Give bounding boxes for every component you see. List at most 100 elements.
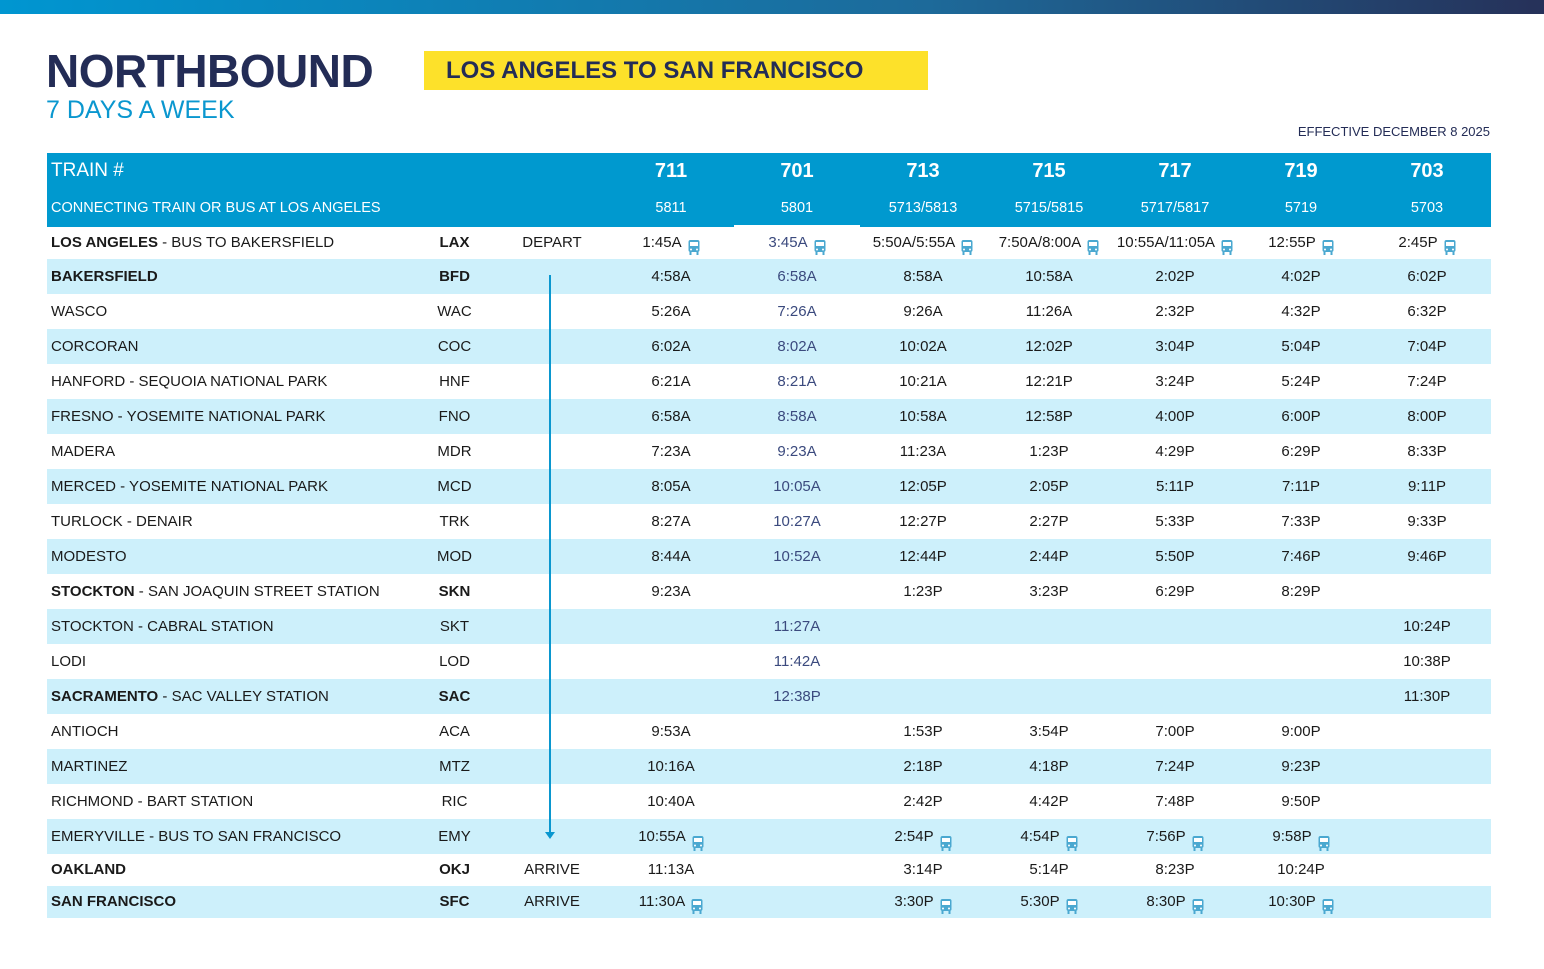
time-value: 5:11P xyxy=(1155,478,1195,495)
time-value: 7:48P xyxy=(1155,793,1195,810)
time-cell: 11:13A xyxy=(608,854,734,886)
time-cell: 6:21A xyxy=(608,364,734,399)
time-value: 10:58A xyxy=(899,408,947,425)
time-cell: 10:27A xyxy=(734,504,860,539)
time-cell: 5:30P xyxy=(986,886,1112,918)
station-name: WASCO xyxy=(51,294,107,329)
time-value: 12:44P xyxy=(899,548,947,565)
station-name-detail: STOCKTON - CABRAL STATION xyxy=(51,618,274,635)
time-cell: 6:02P xyxy=(1364,259,1490,294)
station-name-detail: WASCO xyxy=(51,303,108,320)
station-name: MADERA xyxy=(51,434,115,469)
depart-arrive-label: DEPART xyxy=(522,234,582,251)
time-value: 8:05A xyxy=(651,478,691,495)
time-value: 11:30P xyxy=(1403,688,1451,705)
time-cell: 4:29P xyxy=(1112,434,1238,469)
station-row: BAKERSFIELD BFD 4:58A 6:58A 8:58A 10:58A 2:02P… xyxy=(47,259,1491,294)
time-value: 8:23P xyxy=(1155,861,1195,878)
time-cell: 4:00P xyxy=(1112,399,1238,434)
time-cell: 4:02P xyxy=(1238,259,1364,294)
time-value: 7:04P xyxy=(1407,338,1447,355)
time-cell: 1:53P xyxy=(860,714,986,749)
time-cell: 11:30P xyxy=(1364,679,1490,714)
station-name: LOS ANGELES - BUS TO BAKERSFIELD xyxy=(51,227,334,259)
time-value: 7:56P xyxy=(1146,828,1186,845)
time-value: 10:38P xyxy=(1403,653,1451,670)
time-cell: 7:50A/8:00A xyxy=(986,227,1112,259)
bus-icon xyxy=(814,235,826,255)
time-cell: 10:40A xyxy=(608,784,734,819)
time-value: 10:05A xyxy=(773,478,821,495)
time-cell: 12:38P xyxy=(734,679,860,714)
time-value: 4:00P xyxy=(1155,408,1195,425)
time-cell: 5:11P xyxy=(1112,469,1238,504)
time-cell: 5:33P xyxy=(1112,504,1238,539)
station-name-bold: SACRAMENTO xyxy=(51,688,159,705)
time-value: 8:58A xyxy=(903,268,943,285)
time-value: 10:27A xyxy=(773,513,821,530)
time-cell: 8:23P xyxy=(1112,854,1238,886)
column-highlight xyxy=(734,225,860,227)
time-value: 11:13A xyxy=(647,861,695,878)
time-cell: 8:58A xyxy=(860,259,986,294)
connecting-number: 5811 xyxy=(655,200,687,216)
time-cell: 6:58A xyxy=(608,399,734,434)
time-cell: 5:04P xyxy=(1238,329,1364,364)
time-cell: 8:02A xyxy=(734,329,860,364)
time-value: 10:58A xyxy=(1025,268,1073,285)
station-name-detail: HANFORD - SEQUOIA NATIONAL PARK xyxy=(51,373,328,390)
time-value: 10:30P xyxy=(1268,893,1316,910)
time-cell: 12:21P xyxy=(986,364,1112,399)
time-value: 10:40A xyxy=(647,793,695,810)
time-cell: 7:24P xyxy=(1112,749,1238,784)
station-code: MCD xyxy=(437,478,472,495)
time-cell: 7:56P xyxy=(1112,819,1238,854)
time-cell: 5:50P xyxy=(1112,539,1238,574)
direction-arrow xyxy=(545,275,555,839)
time-value: 8:27A xyxy=(651,513,691,530)
time-cell: 9:58P xyxy=(1238,819,1364,854)
station-row: EMERYVILLE - BUS TO SAN FRANCISCO EMY 10:5… xyxy=(47,819,1491,854)
train-number: 719 xyxy=(1284,160,1318,182)
bus-icon xyxy=(1322,894,1334,914)
time-value: 8:21A xyxy=(777,373,817,390)
time-value: 12:38P xyxy=(773,688,821,705)
time-value: 4:29P xyxy=(1155,443,1195,460)
train-number: 713 xyxy=(906,160,940,182)
time-cell: 8:58A xyxy=(734,399,860,434)
connecting-number: 5719 xyxy=(1284,200,1318,216)
time-value: 5:24P xyxy=(1281,373,1321,390)
station-name: LODI xyxy=(51,644,86,679)
time-value: 3:14P xyxy=(903,861,943,878)
time-value: 10:52A xyxy=(773,548,821,565)
station-row: SACRAMENTO - SAC VALLEY STATION SAC 12:38P… xyxy=(47,679,1491,714)
time-cell: 12:05P xyxy=(860,469,986,504)
station-name-bold: LOS ANGELES xyxy=(51,234,158,251)
station-row: CORCORAN COC 6:02A 8:02A 10:02A 12:02P 3:04P 5:… xyxy=(47,329,1491,364)
time-value: 12:02P xyxy=(1025,338,1073,355)
time-cell: 5:14P xyxy=(986,854,1112,886)
time-value: 10:16A xyxy=(647,758,695,775)
time-value: 6:58A xyxy=(777,268,817,285)
station-name-bold: OAKLAND xyxy=(51,861,126,878)
time-value: 7:46P xyxy=(1281,548,1321,565)
bus-icon xyxy=(1444,235,1456,255)
time-cell: 9:50P xyxy=(1238,784,1364,819)
time-value: 10:24P xyxy=(1277,861,1325,878)
time-value: 6:29P xyxy=(1155,583,1195,600)
time-cell: 2:42P xyxy=(860,784,986,819)
station-row: MADERA MDR 7:23A 9:23A 11:23A 1:23P 4:29P 6:29P… xyxy=(47,434,1491,469)
station-name: ANTIOCH xyxy=(51,714,119,749)
effective-date: EFFECTIVE DECEMBER 8 2025 xyxy=(1297,124,1490,139)
time-cell: 9:23P xyxy=(1238,749,1364,784)
station-name-bold: BAKERSFIELD xyxy=(51,268,158,285)
time-value: 9:26A xyxy=(903,303,943,320)
time-cell: 11:27A xyxy=(734,609,860,644)
train-number: 701 xyxy=(780,160,814,182)
time-value: 6:02A xyxy=(651,338,691,355)
time-value: 7:50A/8:00A xyxy=(998,234,1082,251)
time-value: 7:23A xyxy=(651,443,691,460)
time-value: 3:23P xyxy=(1029,583,1069,600)
time-cell: 4:18P xyxy=(986,749,1112,784)
station-code: EMY xyxy=(438,828,471,845)
